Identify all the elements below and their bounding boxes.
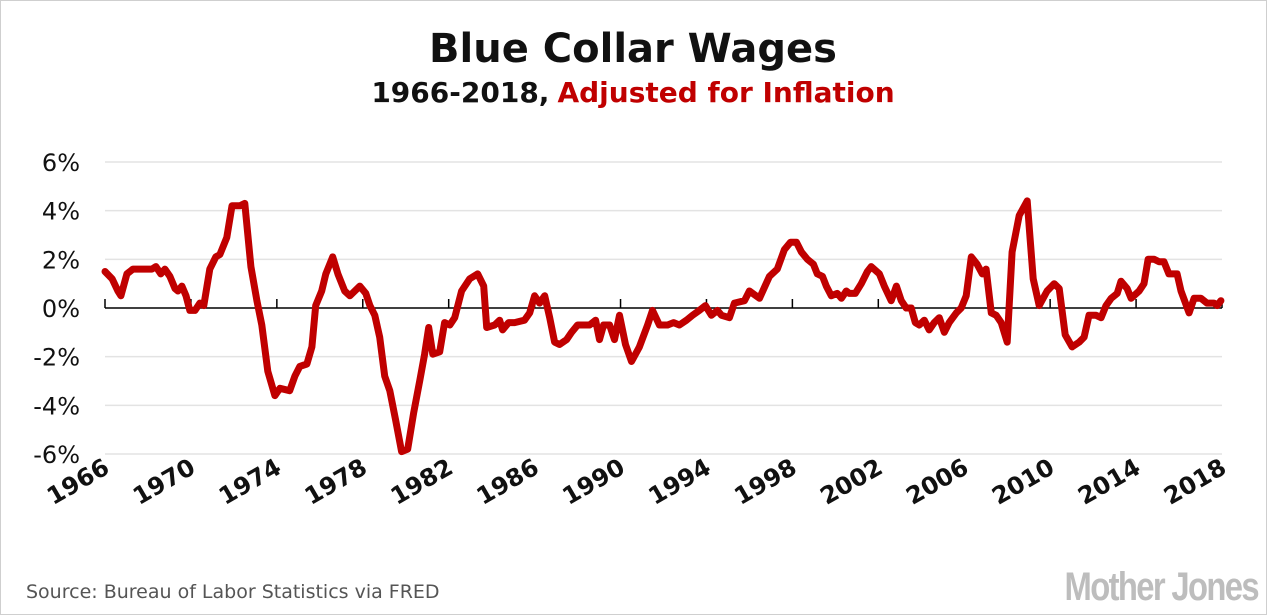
x-tick-label: 2002 (815, 453, 887, 511)
gridlines (105, 161, 1222, 455)
x-tick-label: 1970 (128, 453, 200, 511)
x-tick-label: 1998 (730, 453, 802, 511)
mother-jones-logo: Mother Jones (1065, 564, 1259, 609)
y-tick-label: -4% (33, 392, 80, 420)
x-tick-label: 1982 (386, 453, 458, 511)
chart-title: Blue Collar Wages (429, 26, 837, 72)
y-tick-label: 6% (42, 149, 80, 177)
y-tick-label: -2% (33, 344, 80, 372)
x-tick-label: 1990 (558, 453, 630, 511)
series-line (101, 197, 1225, 456)
x-tick-label: 1994 (644, 453, 716, 511)
x-tick-label: 1986 (472, 453, 544, 511)
x-tick-label: 2010 (987, 453, 1059, 511)
x-tick-label: 2018 (1159, 453, 1231, 511)
y-tick-label: 4% (42, 198, 80, 226)
source-note: Source: Bureau of Labor Statistics via F… (26, 581, 440, 603)
subtitle-accent: Adjusted for Inflation (557, 76, 894, 109)
y-axis: 6% 4% 2% 0% -2% -4% -6% (33, 149, 80, 469)
x-tick-label: 2006 (901, 453, 973, 511)
subtitle-years: 1966-2018, (371, 76, 549, 109)
chart-subtitle: 1966-2018, Adjusted for Inflation (371, 76, 894, 109)
y-tick-label: -6% (33, 441, 80, 469)
y-tick-label: 0% (42, 295, 80, 323)
x-tick-label: 1978 (300, 453, 372, 511)
x-tick-label: 1974 (214, 453, 286, 511)
x-tick-label: 2014 (1073, 453, 1145, 511)
y-tick-label: 2% (42, 246, 80, 274)
